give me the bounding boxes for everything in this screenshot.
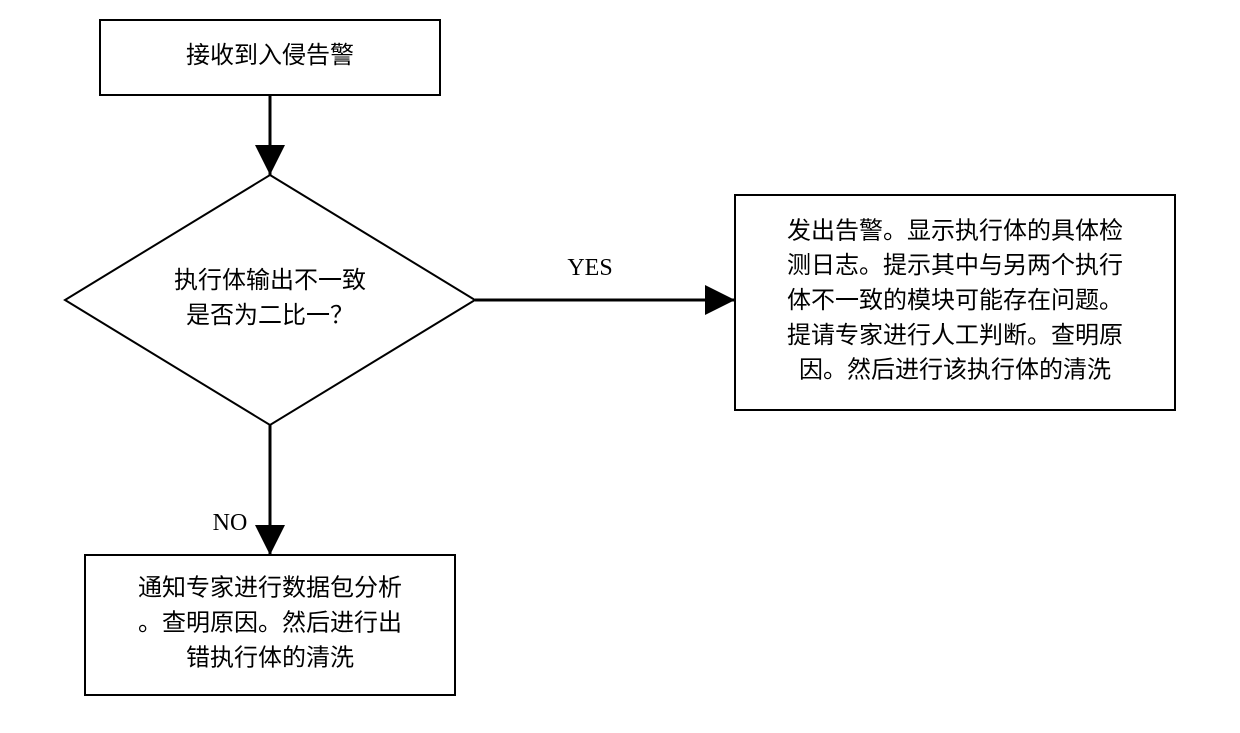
edge-label-yes: YES: [567, 255, 612, 281]
decision-line: 是否为二比一？: [186, 302, 354, 329]
yesBox-line: 发出告警。显示执行体的具体检: [787, 217, 1123, 244]
yesBox-line: 测日志。提示其中与另两个执行: [787, 252, 1123, 279]
start-line: 接收到入侵告警: [186, 42, 354, 69]
noBox-line: 。查明原因。然后进行出: [138, 610, 402, 637]
node-decision: 执行体输出不一致是否为二比一？: [65, 175, 475, 425]
flowchart-canvas: 接收到入侵告警执行体输出不一致是否为二比一？发出告警。显示执行体的具体检测日志。…: [0, 0, 1240, 733]
decision-line: 执行体输出不一致: [174, 267, 366, 294]
yesBox-line: 因。然后进行该执行体的清洗: [799, 357, 1111, 384]
edge-label-no: NO: [213, 510, 248, 536]
yesBox-line: 体不一致的模块可能存在问题。: [787, 287, 1123, 314]
node-start: 接收到入侵告警: [100, 20, 440, 95]
noBox-line: 通知专家进行数据包分析: [138, 575, 402, 602]
noBox-line: 错执行体的清洗: [186, 644, 354, 671]
yesBox-line: 提请专家进行人工判断。查明原: [787, 322, 1123, 349]
decision-diamond: [65, 175, 475, 425]
node-yesBox: 发出告警。显示执行体的具体检测日志。提示其中与另两个执行体不一致的模块可能存在问…: [735, 195, 1175, 410]
node-noBox: 通知专家进行数据包分析。查明原因。然后进行出错执行体的清洗: [85, 555, 455, 695]
